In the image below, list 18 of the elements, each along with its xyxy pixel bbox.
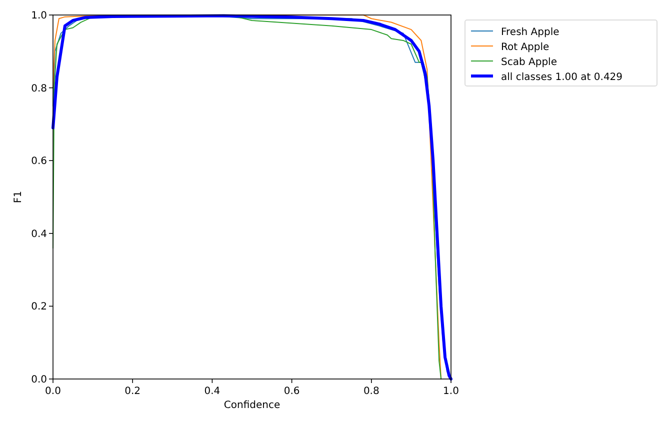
x-tick-label: 0.8 (363, 386, 380, 397)
y-tick-label: 0.8 (31, 83, 47, 94)
y-axis-title: F1 (13, 190, 24, 204)
y-tick-label: 0.0 (31, 374, 47, 386)
x-tick-label: 1.0 (443, 386, 459, 397)
x-tick-label: 0.2 (124, 386, 141, 397)
x-axis-title: Confidence (224, 400, 280, 411)
y-tick-label: 1.0 (31, 10, 47, 22)
legend-label: all classes 1.00 at 0.429 (501, 72, 623, 83)
y-tick-label: 0.2 (31, 302, 47, 313)
x-tick-label: 0.4 (204, 386, 220, 397)
x-tick-label: 0.0 (45, 386, 61, 397)
legend-label: Scab Apple (501, 57, 557, 68)
legend-label: Rot Apple (501, 42, 550, 53)
y-tick-label: 0.4 (31, 228, 47, 240)
y-tick-label: 0.6 (31, 156, 47, 168)
x-tick-label: 0.6 (284, 386, 300, 397)
legend-label: Fresh Apple (501, 27, 560, 38)
